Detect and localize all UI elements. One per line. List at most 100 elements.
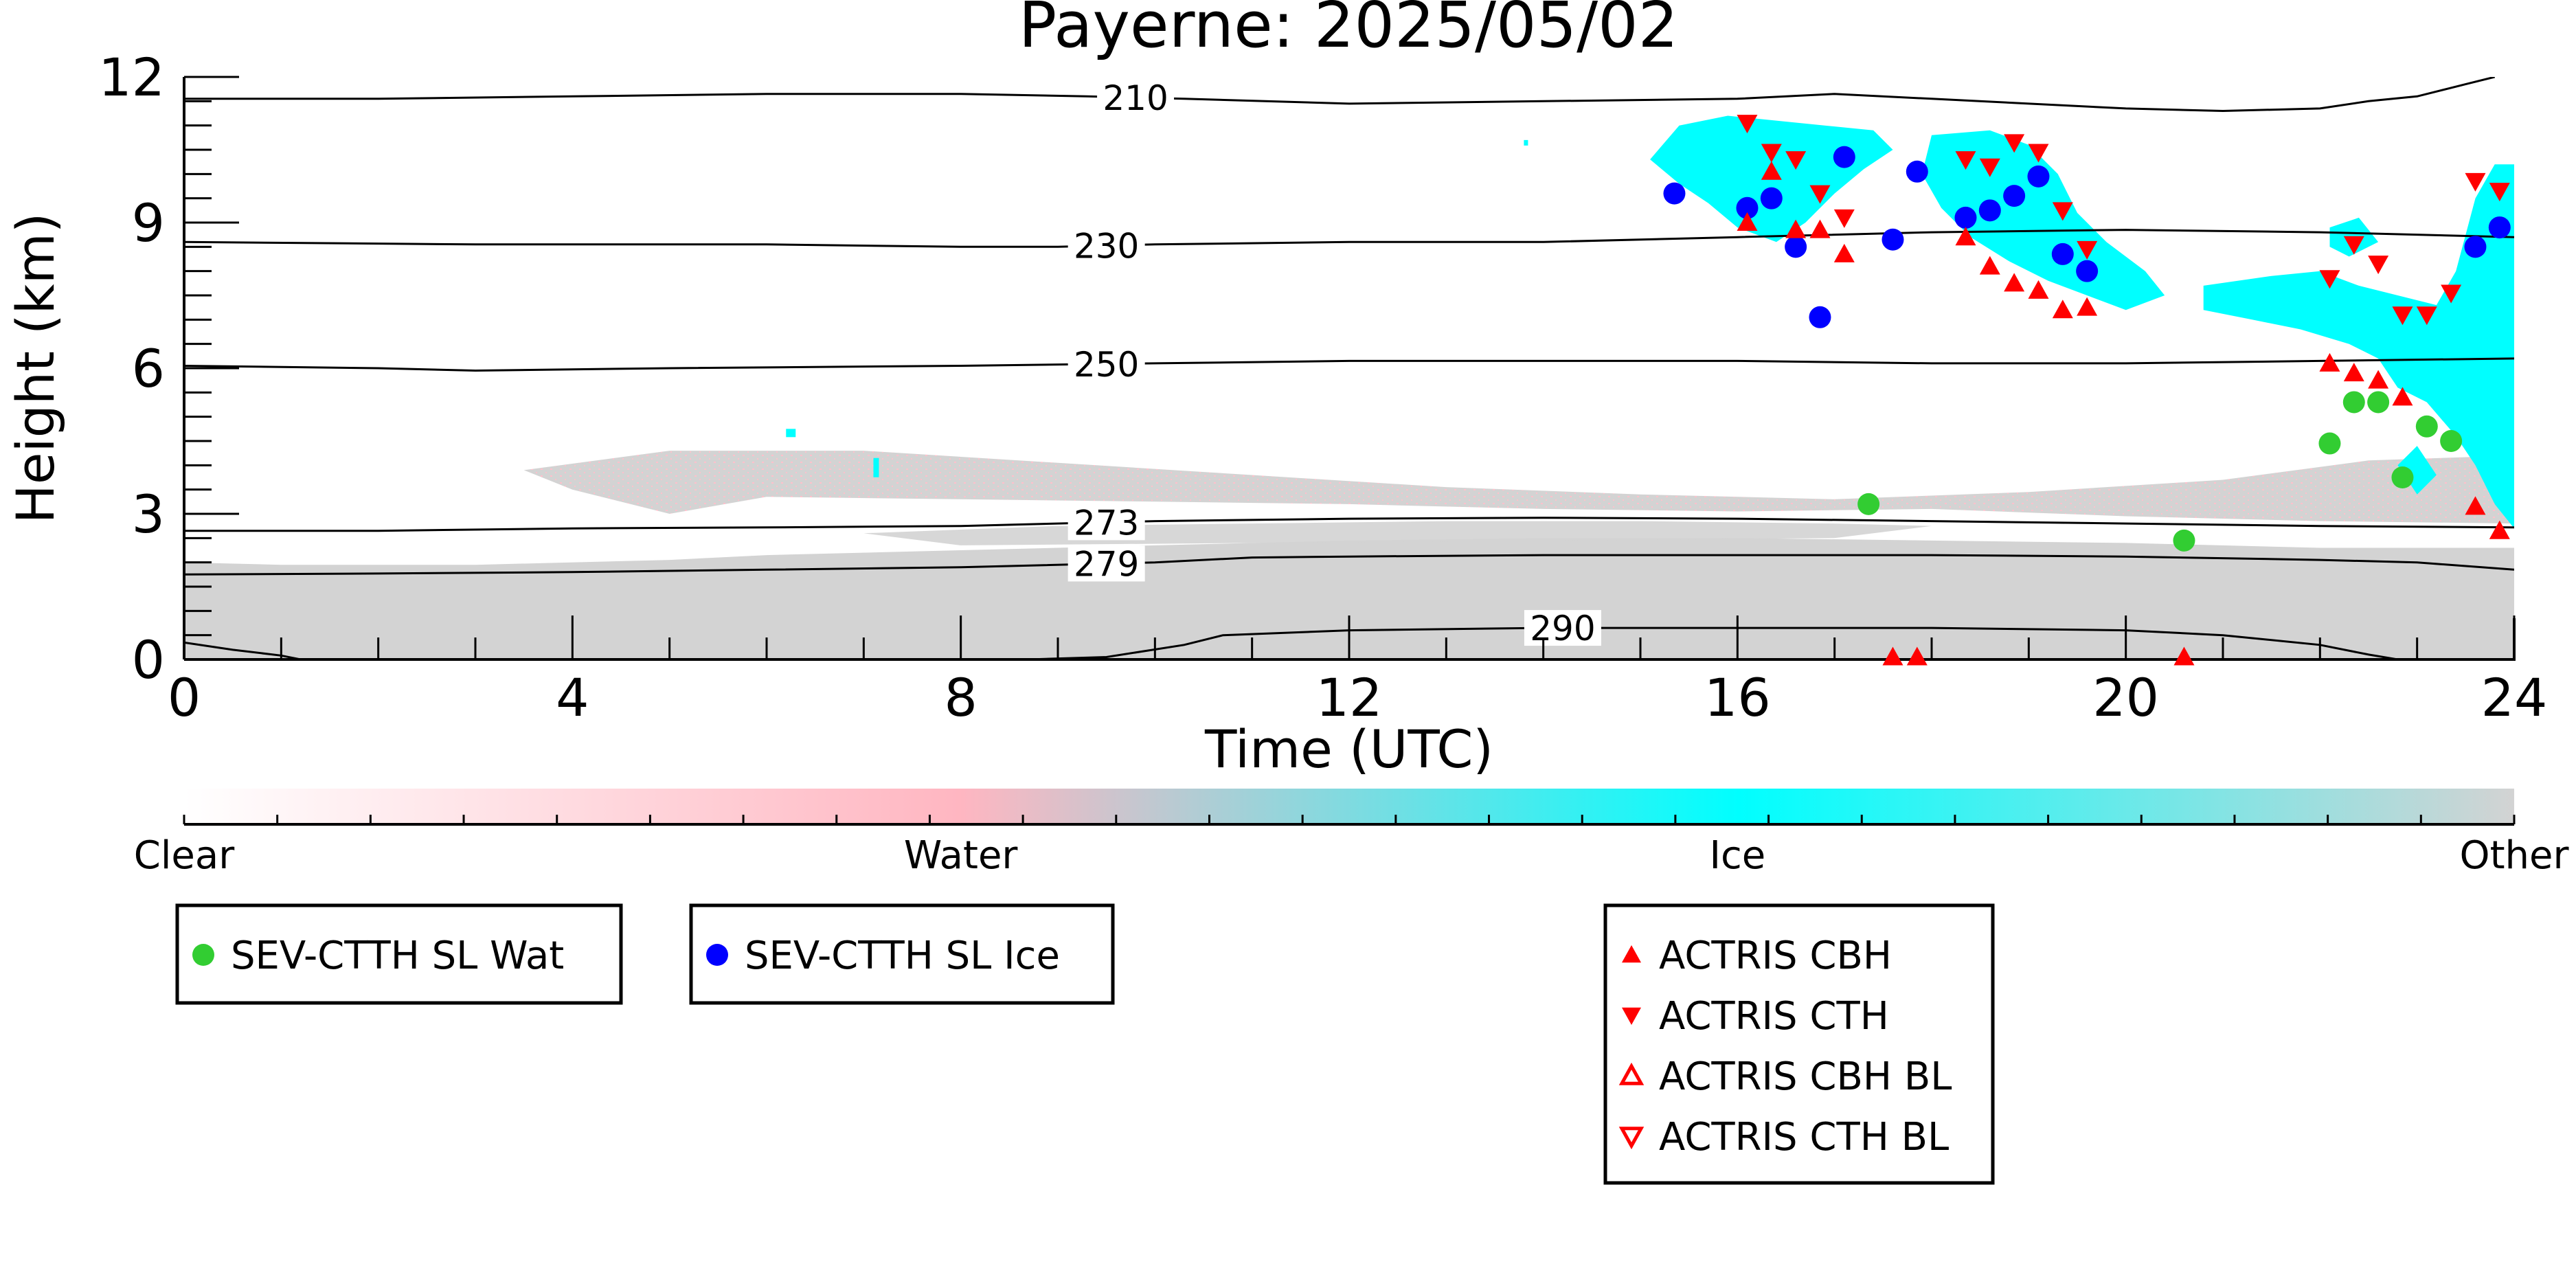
marker-sev-ctth-sl-ice — [1663, 182, 1686, 205]
curtain-ice-speck — [786, 429, 796, 438]
colorbar: Clear Water Ice Other — [134, 789, 2569, 878]
y-axis-label: Height (km) — [5, 213, 66, 524]
isotherm-label-bg — [1067, 227, 1145, 264]
marker-actris-cbh — [1809, 219, 1831, 238]
isotherm-label: 273 — [1074, 503, 1139, 543]
marker-actris-cbh — [1737, 212, 1758, 231]
marker-actris-cbh — [2465, 496, 2486, 515]
marker-sev-ctth-sl-ice — [1954, 206, 1977, 229]
y-tick-label: 9 — [132, 192, 165, 253]
marker-sev-ctth-sl-wat — [2367, 391, 2390, 414]
marker-actris-cbh — [2343, 363, 2364, 382]
marker-sev-ctth-sl-ice — [1882, 228, 1904, 251]
marker-actris-cth — [2392, 306, 2413, 326]
isotherm-label-bg — [1097, 80, 1175, 116]
x-tick-label: 20 — [2092, 667, 2159, 728]
legend-entry: ACTRIS CTH BL — [1618, 1115, 1949, 1160]
marker-actris-cbh — [2489, 520, 2510, 539]
isotherm-line — [184, 77, 2496, 113]
chart-title: Payerne: 2025/05/02 — [1019, 0, 1678, 62]
marker-sev-ctth-sl-ice — [2488, 216, 2511, 239]
marker-actris-cth — [2416, 306, 2437, 326]
legend-frame — [689, 903, 1115, 1005]
legend-marker — [1618, 1062, 1645, 1085]
marker-actris-cth — [2465, 172, 2486, 192]
marker-actris-cth — [2028, 144, 2049, 163]
isotherm-label: 210 — [1103, 78, 1168, 118]
marker-sev-ctth-sl-wat — [2173, 529, 2195, 552]
marker-actris-cbh — [2052, 300, 2073, 319]
isotherm-label: 279 — [1074, 544, 1139, 584]
isotherm-label: 290 — [1530, 609, 1595, 648]
marker-actris-cth — [1955, 151, 1976, 170]
isotherm-label: 230 — [1074, 227, 1139, 267]
marker-actris-cbh — [2028, 280, 2049, 299]
marker-sev-ctth-sl-ice — [2464, 236, 2487, 258]
marker-actris-cbh — [2368, 370, 2389, 389]
legend-frame — [175, 903, 623, 1005]
curtain-ice-speck — [1524, 139, 1528, 146]
marker-actris-cbh — [1882, 646, 1903, 666]
legend-marker — [1618, 1127, 1645, 1150]
marker-actris-cth — [1979, 158, 2000, 177]
marker-sev-ctth-sl-ice — [1978, 199, 2001, 222]
isotherm-label: 250 — [1074, 345, 1139, 385]
marker-sev-ctth-sl-ice — [1809, 306, 1831, 328]
cloud-curtain — [184, 115, 2514, 659]
x-axis-label: Time (UTC) — [1204, 719, 1493, 780]
marker-sev-ctth-sl-ice — [2003, 185, 2026, 207]
legend-box: SEV-CTTH SL Ice — [689, 903, 1115, 1005]
legend-marker — [1622, 945, 1641, 963]
marker-sev-ctth-sl-ice — [2027, 165, 2050, 188]
marker-sev-ctth-sl-wat — [2440, 430, 2463, 452]
isotherm-line — [184, 517, 2514, 532]
isotherm-label-bg — [1067, 346, 1145, 382]
marker-sev-ctth-sl-ice — [1785, 236, 1807, 258]
legend-entry: SEV-CTTH SL Wat — [192, 934, 564, 978]
marker-actris-cbh — [1906, 646, 1928, 666]
marker-sev-ctth-sl-wat — [2391, 466, 2414, 488]
marker-actris-cbh — [2004, 273, 2025, 292]
legends: SEV-CTTH SL Wat SEV-CTTH SL Ice ACTRIS CBH… — [175, 903, 1995, 1185]
marker-actris-cth — [2343, 236, 2364, 255]
marker-actris-cth — [1809, 185, 1831, 204]
legend-box: ACTRIS CBH ACTRIS CTH ACTRIS CBH BL ACTRIS … — [1603, 903, 1995, 1185]
legend-entry: SEV-CTTH SL Ice — [706, 934, 1060, 978]
x-tick-label: 12 — [1316, 667, 1383, 728]
isotherm-line — [184, 357, 2514, 372]
curtain-ice-cloud — [2203, 164, 2514, 529]
marker-actris-cth — [1785, 151, 1807, 170]
colorbar-label: Other — [2459, 833, 2569, 878]
curtain-other-mid-layer — [523, 451, 2514, 524]
legend-label: ACTRIS CTH BL — [1659, 1115, 1949, 1160]
isotherm-label-bg — [1524, 610, 1601, 646]
legend-entry: ACTRIS CBH BL — [1618, 1054, 1952, 1099]
isotherm-label-bg — [1067, 545, 1145, 582]
x-tick-label: 8 — [944, 667, 977, 728]
y-tick-label: 6 — [132, 338, 165, 399]
marker-actris-cbh — [1785, 219, 1807, 238]
marker-actris-cbh — [2319, 352, 2340, 372]
legend-frame — [1603, 903, 1995, 1185]
marker-actris-cbh — [1979, 256, 2000, 275]
marker-actris-cbh — [1955, 227, 1976, 246]
colorbar-gradient — [184, 789, 2514, 824]
legend-label: SEV-CTTH SL Wat — [231, 934, 564, 978]
colorbar-label: Water — [904, 833, 1019, 878]
isotherm-line — [184, 229, 2514, 248]
legend-entry: ACTRIS CBH — [1622, 934, 1892, 978]
y-tick-label: 12 — [98, 47, 165, 108]
marker-actris-cbh — [2077, 297, 2098, 316]
x-tick-label: 16 — [1704, 667, 1771, 728]
marker-sev-ctth-sl-ice — [2051, 242, 2074, 265]
colorbar-label: Ice — [1709, 833, 1765, 878]
marker-sev-ctth-sl-wat — [2342, 391, 2365, 414]
marker-actris-cth — [1737, 115, 1758, 134]
marker-sev-ctth-sl-ice — [1833, 146, 1855, 168]
legend-label: ACTRIS CTH — [1659, 994, 1889, 1039]
marker-actris-cth — [1833, 209, 1855, 228]
marker-actris-cth — [2052, 202, 2073, 221]
marker-sev-ctth-sl-ice — [1906, 160, 1928, 183]
legend-label: ACTRIS CBH — [1659, 934, 1892, 978]
